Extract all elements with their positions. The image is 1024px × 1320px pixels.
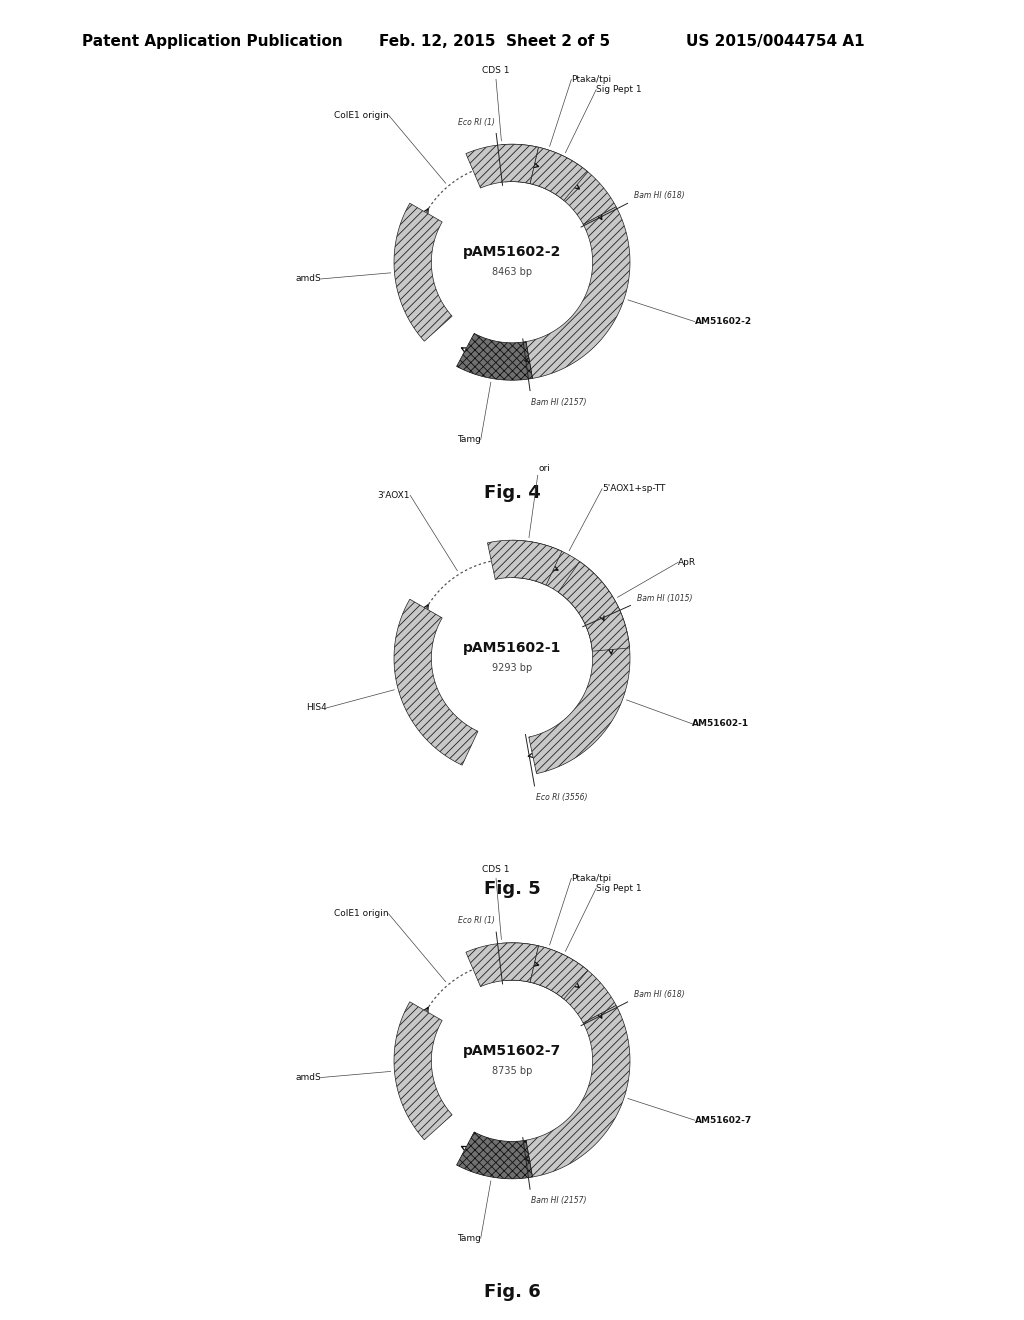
Text: amdS: amdS (295, 275, 321, 284)
Text: 3'AOX1: 3'AOX1 (378, 491, 411, 500)
Text: HIS4: HIS4 (306, 704, 327, 713)
Text: Fig. 5: Fig. 5 (483, 880, 541, 898)
Text: 5'AOX1+sp-TT: 5'AOX1+sp-TT (602, 484, 666, 494)
Polygon shape (394, 203, 453, 341)
Text: ColE1 origin: ColE1 origin (334, 111, 388, 120)
Polygon shape (394, 599, 478, 766)
Text: 8735 bp: 8735 bp (492, 1065, 532, 1076)
Polygon shape (487, 540, 562, 585)
Text: Ptaka/tpi: Ptaka/tpi (571, 874, 611, 883)
Text: Fig. 4: Fig. 4 (483, 484, 541, 502)
Text: Eco RI (1): Eco RI (1) (459, 916, 496, 925)
Polygon shape (394, 1002, 453, 1139)
Polygon shape (457, 1133, 532, 1179)
Text: Ptaka/tpi: Ptaka/tpi (571, 75, 611, 84)
Text: AM51602-7: AM51602-7 (694, 1115, 752, 1125)
Text: Eco RI (3556): Eco RI (3556) (536, 793, 587, 801)
Text: Eco RI (1): Eco RI (1) (459, 117, 496, 127)
Text: pAM51602-2: pAM51602-2 (463, 246, 561, 260)
Text: ApR: ApR (678, 558, 696, 566)
Text: Bam HI (1015): Bam HI (1015) (637, 594, 692, 603)
Polygon shape (512, 540, 618, 624)
Polygon shape (528, 609, 630, 774)
Polygon shape (530, 946, 588, 999)
Polygon shape (558, 561, 630, 651)
Text: ori: ori (539, 463, 551, 473)
Polygon shape (502, 144, 616, 224)
Text: CDS 1: CDS 1 (481, 66, 509, 75)
Text: pAM51602-7: pAM51602-7 (463, 1044, 561, 1059)
Polygon shape (526, 207, 630, 379)
Text: Feb. 12, 2015  Sheet 2 of 5: Feb. 12, 2015 Sheet 2 of 5 (379, 34, 610, 49)
Text: Sig Pept 1: Sig Pept 1 (596, 86, 642, 94)
Text: Tamg: Tamg (457, 1234, 480, 1243)
Text: pAM51602-1: pAM51602-1 (463, 642, 561, 656)
Text: Bam HI (618): Bam HI (618) (634, 191, 684, 201)
Polygon shape (502, 942, 616, 1023)
Polygon shape (457, 334, 532, 380)
Text: ColE1 origin: ColE1 origin (334, 909, 388, 919)
Text: Sig Pept 1: Sig Pept 1 (596, 884, 642, 892)
Polygon shape (466, 144, 539, 187)
Text: 9293 bp: 9293 bp (492, 663, 532, 673)
Text: Fig. 6: Fig. 6 (483, 1283, 541, 1300)
Text: US 2015/0044754 A1: US 2015/0044754 A1 (686, 34, 864, 49)
Polygon shape (526, 1006, 630, 1177)
Polygon shape (530, 148, 588, 201)
Text: Tamg: Tamg (457, 436, 480, 445)
Text: Bam HI (2157): Bam HI (2157) (531, 1196, 587, 1205)
Text: amdS: amdS (295, 1073, 321, 1082)
Text: AM51602-1: AM51602-1 (692, 719, 750, 729)
Text: 8463 bp: 8463 bp (492, 267, 532, 277)
Text: Bam HI (2157): Bam HI (2157) (531, 397, 587, 407)
Text: CDS 1: CDS 1 (481, 865, 509, 874)
Polygon shape (466, 942, 539, 986)
Text: AM51602-2: AM51602-2 (694, 317, 752, 326)
Text: Bam HI (618): Bam HI (618) (634, 990, 684, 999)
Text: Patent Application Publication: Patent Application Publication (82, 34, 343, 49)
